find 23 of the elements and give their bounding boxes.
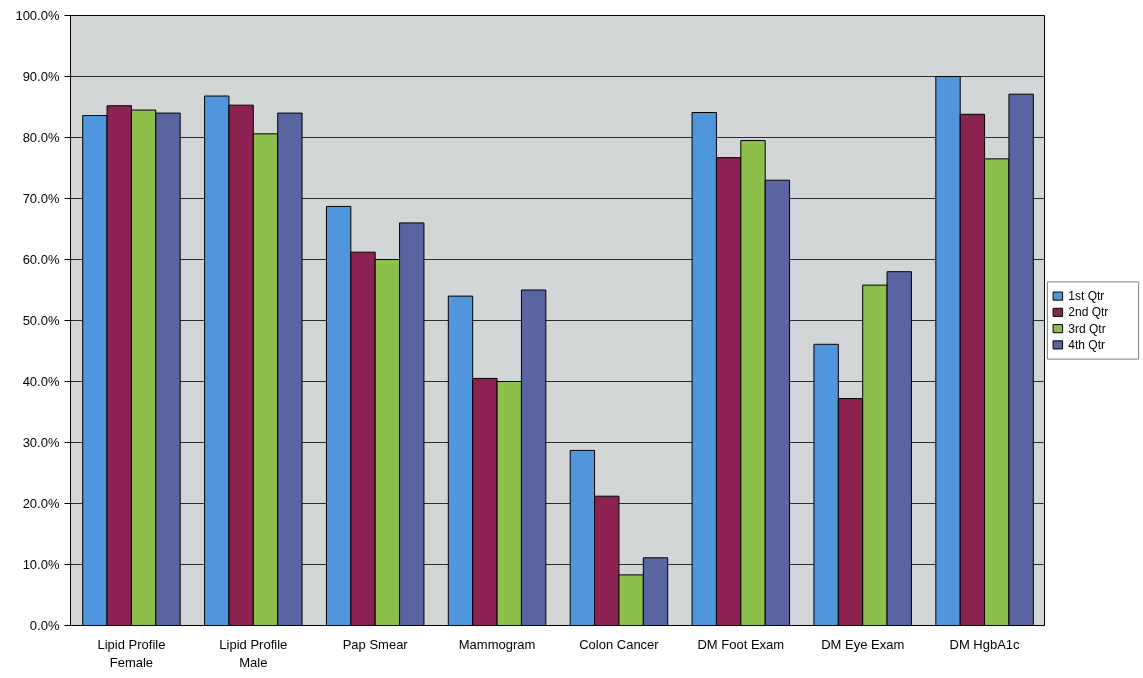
y-tick-label: 100.0%: [15, 8, 60, 23]
x-tick-label: Colon Cancer: [579, 636, 660, 652]
y-tick-label: 10.0%: [22, 557, 60, 572]
x-tick-label: DM Foot Exam: [697, 636, 785, 652]
x-tick-label: DM HgbA1c: [949, 636, 1021, 652]
y-tick-label: 20.0%: [22, 496, 60, 511]
x-tick-label: Lipid Profile Female: [97, 636, 166, 670]
x-tick-label: Lipid Profile Male: [219, 636, 288, 670]
y-tick-label: 60.0%: [22, 252, 60, 267]
y-tick-label: 70.0%: [22, 191, 60, 206]
x-tick-label: DM Eye Exam: [821, 636, 905, 652]
legend-label: 3rd Qtr: [1068, 321, 1106, 336]
legend-label: 1st Qtr: [1068, 289, 1105, 304]
y-tick-label: 90.0%: [22, 69, 60, 84]
y-tick-label: 30.0%: [22, 435, 60, 450]
x-tick-label: Mammogram: [458, 636, 536, 652]
y-tick-label: 40.0%: [22, 374, 60, 389]
legend-label: 2nd Qtr: [1068, 305, 1109, 320]
legend-label: 4th Qtr: [1068, 337, 1105, 352]
y-tick-label: 50.0%: [22, 313, 60, 328]
y-tick-label: 0.0%: [29, 618, 60, 633]
y-tick-label: 80.0%: [22, 130, 60, 145]
x-tick-label: Pap Smear: [342, 636, 409, 652]
